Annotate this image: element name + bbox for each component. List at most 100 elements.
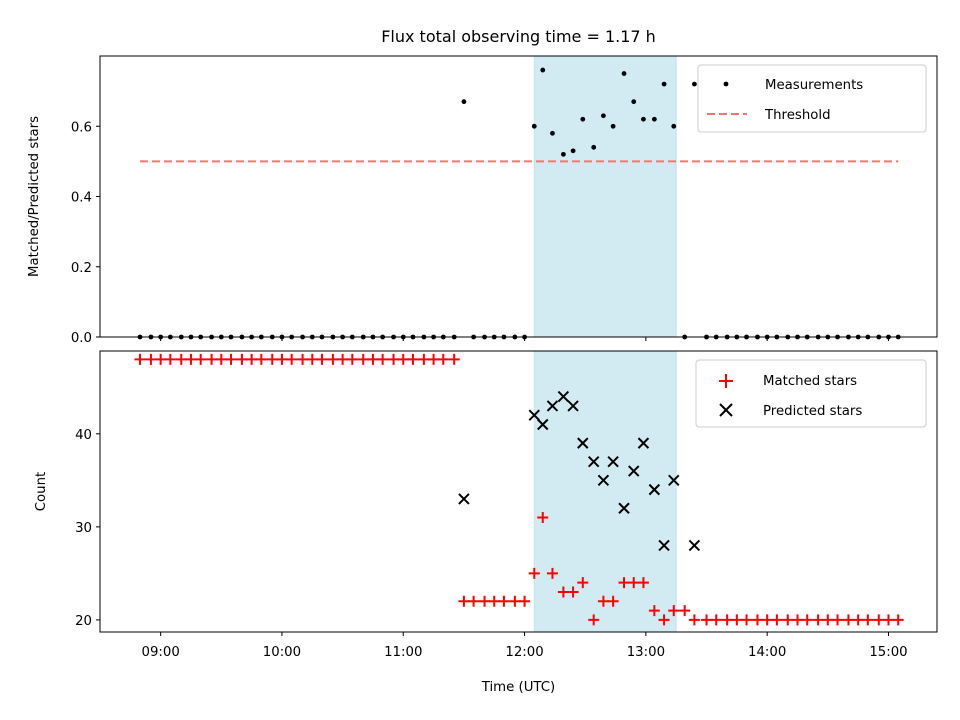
matched-star-point bbox=[225, 353, 237, 365]
bottom-legend: Matched stars Predicted stars bbox=[695, 359, 927, 428]
matched-star-point bbox=[577, 577, 589, 589]
bottom-axes-frame bbox=[99, 350, 938, 633]
matched-star-point bbox=[437, 353, 449, 365]
bottom-x-tick-label: 15:00 bbox=[869, 645, 907, 660]
top-y-tick-label: 0.2 bbox=[71, 261, 92, 276]
legend-measurements-marker bbox=[723, 81, 729, 87]
matched-star-point bbox=[418, 353, 430, 365]
matched-star-point bbox=[377, 353, 389, 365]
measurement-point bbox=[550, 130, 555, 136]
matched-star-point bbox=[528, 567, 540, 579]
matched-star-point bbox=[588, 614, 600, 626]
bottom-x-tick-label: 11:00 bbox=[384, 645, 422, 660]
matched-star-point bbox=[498, 595, 510, 607]
top-y-tick-label: 0.0 bbox=[71, 331, 92, 346]
bottom-plot-area bbox=[134, 350, 904, 633]
matched-star-point bbox=[607, 595, 619, 607]
matched-star-point bbox=[731, 614, 743, 626]
matched-star-point bbox=[236, 353, 248, 365]
matched-star-point bbox=[648, 605, 660, 617]
matched-star-point bbox=[618, 577, 630, 589]
matched-star-point bbox=[679, 605, 691, 617]
matched-star-point bbox=[832, 614, 844, 626]
measurement-point bbox=[580, 116, 586, 122]
matched-star-point bbox=[316, 353, 328, 365]
matched-star-point bbox=[397, 353, 409, 365]
matched-star-point bbox=[306, 353, 318, 365]
measurement-point bbox=[601, 113, 606, 119]
predicted-star-point bbox=[588, 456, 600, 468]
measurement-point bbox=[531, 123, 537, 129]
predicted-star-point bbox=[528, 409, 540, 421]
matched-star-point bbox=[892, 614, 904, 626]
measurement-point bbox=[560, 151, 566, 157]
legend-matched-label: Matched stars bbox=[763, 374, 857, 389]
matched-star-point bbox=[367, 353, 379, 365]
bottom-x-tick-label: 10:00 bbox=[263, 645, 301, 660]
matched-star-point bbox=[710, 614, 722, 626]
matched-star-point bbox=[185, 353, 197, 365]
predicted-star-point bbox=[637, 437, 650, 449]
predicted-star-point bbox=[577, 437, 589, 449]
matched-star-point bbox=[668, 605, 680, 617]
measurement-point bbox=[570, 148, 576, 154]
matched-star-point bbox=[721, 614, 733, 626]
observing-window-shade bbox=[533, 55, 677, 338]
matched-star-point bbox=[175, 353, 187, 365]
matched-star-point bbox=[509, 595, 521, 607]
predicted-star-point bbox=[628, 465, 640, 477]
measurement-point bbox=[631, 99, 637, 105]
predicted-star-point bbox=[557, 390, 570, 403]
x-axis-label: Time (UTC) bbox=[481, 680, 556, 695]
bottom-x-tick-label: 13:00 bbox=[627, 645, 665, 660]
matched-star-point bbox=[882, 614, 894, 626]
predicted-star-point bbox=[458, 493, 470, 505]
matched-star-point bbox=[206, 353, 218, 365]
bottom-x-tick-label: 09:00 bbox=[141, 645, 179, 660]
matched-star-point bbox=[842, 614, 854, 626]
predicted-star-point bbox=[658, 539, 670, 552]
measurement-point bbox=[671, 123, 677, 129]
matched-star-point bbox=[246, 353, 258, 365]
matched-star-point bbox=[519, 595, 531, 607]
matched-star-point bbox=[145, 353, 157, 365]
matched-star-point bbox=[155, 353, 167, 365]
bottom-panel: 20 30 40 09:00 10:00 11:00 12:00 13:00 14:00 15:… bbox=[34, 350, 938, 695]
matched-star-point bbox=[276, 353, 288, 365]
matched-star-point bbox=[701, 614, 713, 626]
legend-threshold-label: Threshold bbox=[764, 108, 831, 123]
measurement-point bbox=[661, 81, 667, 87]
matched-star-point bbox=[388, 353, 400, 365]
measurement-point bbox=[461, 99, 467, 105]
matched-star-point bbox=[688, 614, 700, 626]
matched-star-point bbox=[761, 614, 773, 626]
predicted-star-point bbox=[688, 539, 701, 552]
matched-star-point bbox=[215, 353, 227, 365]
predicted-star-point bbox=[537, 418, 549, 431]
matched-star-point bbox=[812, 614, 824, 626]
bottom-x-ticks: 09:00 10:00 11:00 12:00 13:00 14:00 15:00 bbox=[141, 632, 908, 660]
measurement-point bbox=[591, 144, 597, 150]
matched-star-point bbox=[567, 586, 579, 598]
predicted-star-point bbox=[668, 474, 680, 487]
matched-star-point bbox=[134, 353, 146, 365]
matched-star-point bbox=[637, 577, 649, 589]
measurement-point bbox=[621, 71, 627, 76]
matched-star-point bbox=[862, 614, 874, 626]
matched-star-point bbox=[468, 595, 480, 607]
matched-star-point bbox=[195, 353, 207, 365]
predicted-star-point bbox=[546, 400, 559, 412]
bottom-y-ticks: 20 30 40 bbox=[75, 428, 100, 629]
matched-star-point bbox=[357, 353, 369, 365]
matched-star-point bbox=[658, 614, 670, 626]
top-y-axis-label: Matched/Predicted stars bbox=[27, 116, 42, 277]
matched-star-point bbox=[751, 614, 763, 626]
matched-star-point bbox=[741, 614, 753, 626]
matched-star-point bbox=[873, 614, 885, 626]
matched-star-point bbox=[407, 353, 419, 365]
matched-star-point bbox=[852, 614, 864, 626]
matched-star-point bbox=[537, 512, 549, 524]
matched-star-point bbox=[297, 353, 309, 365]
bottom-y-tick-label: 30 bbox=[75, 521, 92, 536]
measurement-point bbox=[540, 67, 546, 73]
